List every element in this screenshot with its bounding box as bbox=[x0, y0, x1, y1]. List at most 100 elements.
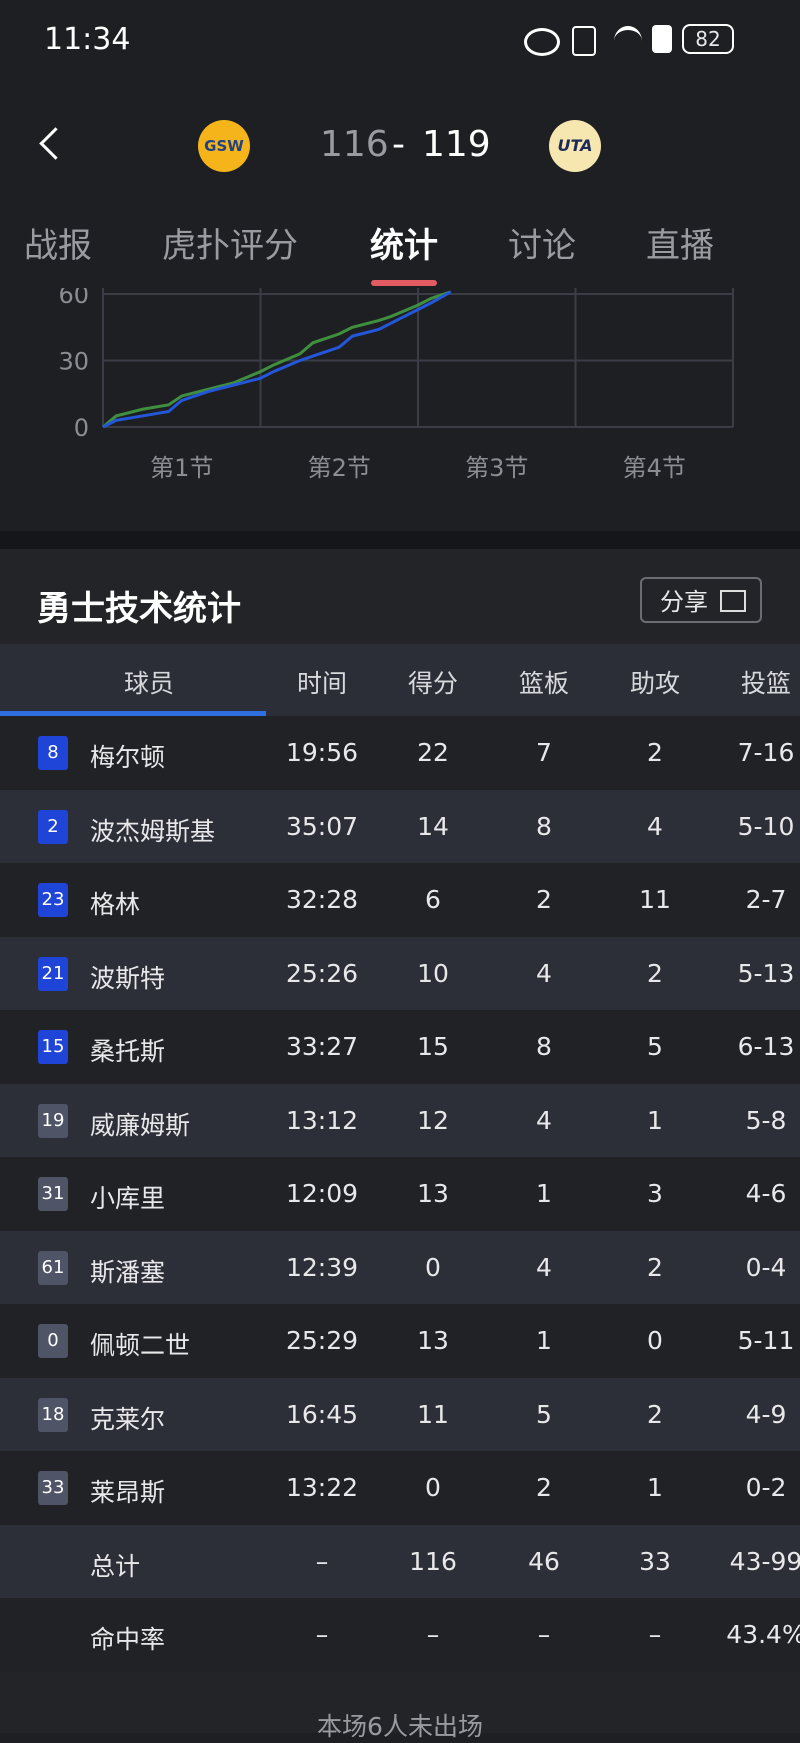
stat-cell: 8 bbox=[536, 811, 552, 841]
player-name[interactable]: 桑托斯 bbox=[90, 1037, 166, 1066]
score-chart: 0 30 60 第1节 第2节 第3节 第4节 bbox=[58, 288, 734, 482]
table-row bbox=[0, 1377, 800, 1451]
stat-cell: 13 bbox=[417, 1326, 449, 1355]
table-row bbox=[0, 936, 800, 1010]
summary-label: 命中率 bbox=[90, 1625, 166, 1654]
jersey-badge: 0 bbox=[38, 1324, 68, 1358]
stat-cell: 4 bbox=[536, 1105, 552, 1135]
score-separator: - bbox=[392, 124, 405, 165]
stat-cell: 33:27 bbox=[285, 1032, 359, 1061]
y-tick-label: 0 bbox=[74, 414, 89, 442]
stat-cell: 116 bbox=[409, 1546, 457, 1576]
stat-cell: 11 bbox=[417, 1399, 449, 1429]
stat-cell: 5-8 bbox=[745, 1105, 787, 1135]
y-tick-label: 30 bbox=[58, 348, 89, 376]
jersey-badge: 15 bbox=[38, 1030, 68, 1064]
tab[interactable]: 直播 bbox=[646, 226, 714, 266]
player-name[interactable]: 波斯特 bbox=[90, 963, 166, 993]
jersey-badge: 18 bbox=[38, 1397, 68, 1432]
player-name[interactable]: 梅尔顿 bbox=[90, 743, 166, 772]
share-button[interactable]: 分享 bbox=[640, 577, 762, 623]
y-tick-label: 60 bbox=[58, 288, 89, 309]
stat-cell: 1 bbox=[536, 1326, 552, 1355]
stat-cell: 5-10 bbox=[737, 811, 795, 841]
stat-cell: 5 bbox=[536, 1399, 552, 1429]
stat-cell: 19:56 bbox=[285, 738, 359, 767]
table-row bbox=[0, 863, 800, 937]
stat-cell: – bbox=[315, 1546, 329, 1576]
stat-cell: 5-11 bbox=[737, 1326, 795, 1355]
stat-cell: 1 bbox=[647, 1105, 663, 1135]
clock: 11:34 bbox=[44, 22, 131, 57]
stat-cell: 2 bbox=[536, 1473, 552, 1502]
stat-cell: 13:22 bbox=[285, 1473, 359, 1502]
home-logo: GSW bbox=[198, 120, 250, 172]
stat-cell: 4 bbox=[647, 811, 663, 841]
stat-cell: 3 bbox=[647, 1179, 663, 1208]
tab[interactable]: 虎扑评分 bbox=[162, 226, 298, 266]
jersey-badge: 33 bbox=[38, 1471, 68, 1505]
share-label: 分享 bbox=[660, 588, 708, 616]
stat-cell: 14 bbox=[417, 811, 449, 841]
show-more[interactable]: 本场6人未出场 bbox=[317, 1712, 483, 1741]
stat-cell: 2 bbox=[647, 958, 663, 988]
player-name[interactable]: 斯潘塞 bbox=[90, 1257, 166, 1287]
score-line bbox=[102, 290, 452, 429]
stat-cell: 2-7 bbox=[745, 885, 787, 914]
table-row bbox=[0, 1598, 800, 1672]
tab[interactable]: 讨论 bbox=[508, 226, 576, 266]
stat-cell: 7 bbox=[536, 738, 552, 767]
stat-cell: 12 bbox=[417, 1105, 449, 1135]
stat-cell: 0 bbox=[425, 1473, 441, 1502]
x-tick-label: 第3节 bbox=[465, 454, 528, 482]
top-bar: 11:34 82 GSW 116 - 119 UTA 战报 虎扑评分 统计 讨论 直播 bbox=[0, 0, 800, 286]
table-row bbox=[0, 1304, 800, 1378]
player-name[interactable]: 佩顿二世 bbox=[90, 1331, 191, 1360]
stat-cell: 25:29 bbox=[285, 1326, 359, 1355]
player-name[interactable]: 威廉姆斯 bbox=[90, 1110, 191, 1140]
player-name[interactable]: 莱昂斯 bbox=[90, 1478, 166, 1507]
x-tick-label: 第1节 bbox=[150, 454, 213, 482]
player-name[interactable]: 小库里 bbox=[90, 1184, 166, 1213]
score-line bbox=[102, 290, 452, 429]
jersey-badge: 8 bbox=[38, 736, 68, 770]
stat-cell: 43-99 bbox=[729, 1546, 800, 1576]
stats-title: 勇士技术统计 bbox=[37, 589, 241, 629]
stat-cell: 4 bbox=[536, 1252, 552, 1282]
player-name[interactable]: 格林 bbox=[90, 890, 141, 919]
stat-cell: – bbox=[315, 1620, 329, 1649]
stat-cell: 46 bbox=[528, 1546, 560, 1576]
summary-label: 总计 bbox=[90, 1551, 141, 1581]
jersey-badge: 61 bbox=[38, 1250, 68, 1285]
stat-cell: 4-6 bbox=[745, 1179, 787, 1208]
jersey-badge: 21 bbox=[38, 956, 68, 991]
x-tick-label: 第4节 bbox=[623, 454, 686, 482]
tab[interactable]: 战报 bbox=[24, 226, 92, 266]
stat-cell: 43.4% bbox=[726, 1620, 800, 1649]
stat-cell: 4-9 bbox=[745, 1399, 787, 1429]
stat-cell: 0 bbox=[425, 1252, 441, 1282]
divider bbox=[0, 531, 800, 549]
jersey-badge: 2 bbox=[38, 809, 68, 844]
table-row bbox=[0, 716, 800, 790]
column-header: 球员 bbox=[123, 669, 175, 698]
table-row bbox=[0, 1524, 800, 1598]
jersey-badge: 31 bbox=[38, 1177, 68, 1211]
home-score: 116 bbox=[320, 124, 389, 165]
tab[interactable]: 统计 bbox=[370, 226, 438, 266]
away-logo: UTA bbox=[549, 120, 601, 172]
stat-cell: 4 bbox=[536, 958, 552, 988]
stat-cell: 0 bbox=[647, 1326, 663, 1355]
player-name[interactable]: 波杰姆斯基 bbox=[90, 816, 216, 846]
stat-cell: 22 bbox=[417, 738, 449, 767]
back-button[interactable] bbox=[39, 127, 72, 160]
battery: 82 bbox=[682, 24, 734, 54]
x-tick-label: 第2节 bbox=[308, 454, 371, 482]
jersey-badge: 23 bbox=[38, 883, 68, 917]
table-row bbox=[0, 1230, 800, 1304]
column-header: 时间 bbox=[296, 669, 348, 698]
column-header: 篮板 bbox=[518, 669, 570, 698]
image-icon bbox=[720, 590, 746, 612]
player-name[interactable]: 克莱尔 bbox=[90, 1404, 166, 1434]
